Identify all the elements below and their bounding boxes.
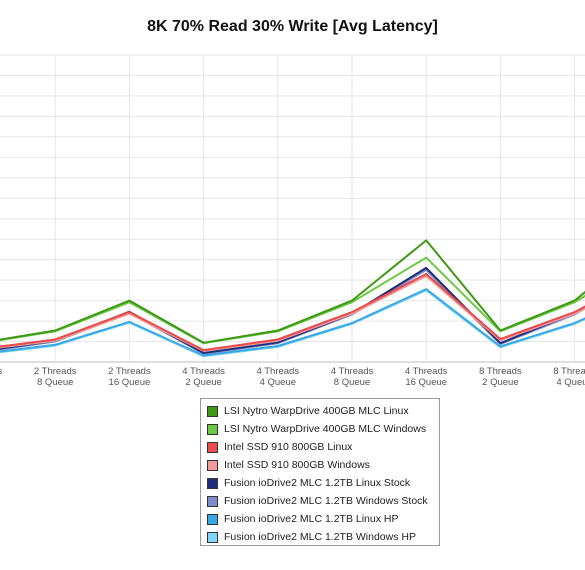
- legend-label: Fusion ioDrive2 MLC 1.2TB Windows HP: [224, 531, 416, 543]
- series-lines: [0, 239, 585, 358]
- legend-label: LSI Nytro WarpDrive 400GB MLC Windows: [224, 423, 427, 435]
- x-tick-label: 4 Threads 16 Queue: [405, 366, 448, 388]
- chart-title: 8K 70% Read 30% Write [Avg Latency]: [147, 18, 438, 35]
- x-tick-label: 2 Threads 16 Queue: [108, 366, 151, 388]
- series-line-7: [0, 288, 585, 357]
- legend-label: Fusion ioDrive2 MLC 1.2TB Linux Stock: [224, 477, 411, 489]
- x-tick-label: 2 Threads 8 Queue: [34, 366, 77, 388]
- legend-item: Fusion ioDrive2 MLC 1.2TB Linux Stock: [207, 474, 433, 492]
- legend-swatch: [207, 423, 218, 435]
- x-tick-label: 4 Threads 4 Queue: [256, 366, 299, 388]
- legend-item: Fusion ioDrive2 MLC 1.2TB Linux HP: [207, 510, 433, 528]
- legend-item: Fusion ioDrive2 MLC 1.2TB Windows Stock: [207, 492, 433, 510]
- legend-item: LSI Nytro WarpDrive 400GB MLC Windows: [207, 420, 433, 438]
- legend-swatch: [207, 495, 218, 507]
- grid: [0, 54, 585, 363]
- legend-swatch: [207, 477, 218, 489]
- legend-item: Intel SSD 910 800GB Linux: [207, 438, 433, 456]
- legend-label: Fusion ioDrive2 MLC 1.2TB Linux HP: [224, 513, 399, 525]
- legend-item: Fusion ioDrive2 MLC 1.2TB Windows HP: [207, 528, 433, 546]
- legend-label: LSI Nytro WarpDrive 400GB MLC Linux: [224, 405, 409, 417]
- legend-swatch: [207, 459, 218, 471]
- legend-swatch: [207, 405, 218, 417]
- legend-swatch: [207, 441, 218, 453]
- legend-label: Fusion ioDrive2 MLC 1.2TB Windows Stock: [224, 495, 428, 507]
- legend-swatch: [207, 531, 218, 543]
- series-line-2: [0, 256, 585, 345]
- series-line-4: [0, 275, 585, 352]
- legend-item: LSI Nytro WarpDrive 400GB MLC Linux: [207, 402, 433, 420]
- legend-label: Intel SSD 910 800GB Linux: [224, 441, 353, 453]
- x-tick-label: 8 Threads 2 Queue: [479, 366, 522, 388]
- legend-swatch: [207, 513, 218, 525]
- series-line-1: [0, 239, 585, 344]
- legend-item: Intel SSD 910 800GB Windows: [207, 456, 433, 474]
- x-tick-label: 4 Threads 2 Queue: [182, 366, 225, 388]
- legend-label: Intel SSD 910 800GB Windows: [224, 459, 370, 471]
- legend: LSI Nytro WarpDrive 400GB MLC Linux LSI N…: [200, 398, 440, 546]
- series-line-3: [0, 273, 585, 352]
- series-line-6: [0, 268, 585, 355]
- x-tick-label: 4 Threads 8 Queue: [331, 366, 374, 388]
